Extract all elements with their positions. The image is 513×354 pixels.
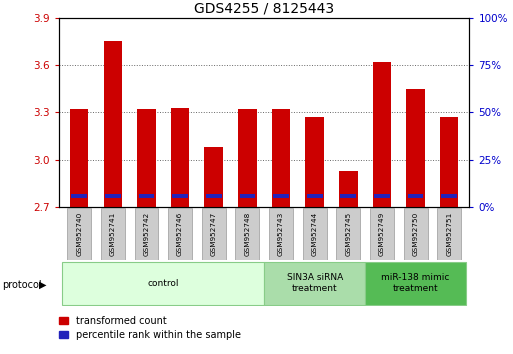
Bar	[134, 207, 159, 260]
Bar	[272, 109, 290, 207]
Bar	[104, 41, 122, 207]
Bar	[374, 194, 390, 198]
Text: miR-138 mimic
treatment: miR-138 mimic treatment	[381, 274, 450, 293]
Bar	[105, 194, 121, 198]
Bar	[238, 109, 256, 207]
Bar	[372, 62, 391, 207]
Text: GSM952744: GSM952744	[312, 211, 318, 256]
Text: GSM952751: GSM952751	[446, 211, 452, 256]
Title: GDS4255 / 8125443: GDS4255 / 8125443	[194, 1, 334, 15]
Bar	[404, 207, 427, 260]
Bar	[440, 117, 459, 207]
Bar	[441, 194, 457, 198]
Bar	[273, 194, 289, 198]
Bar	[341, 194, 356, 198]
Bar	[337, 207, 360, 260]
Bar	[437, 207, 461, 260]
Bar	[305, 117, 324, 207]
Bar	[408, 194, 423, 198]
Text: GSM952742: GSM952742	[144, 211, 149, 256]
Bar	[101, 207, 125, 260]
Bar	[63, 262, 264, 305]
Text: GSM952745: GSM952745	[345, 211, 351, 256]
Bar	[307, 194, 323, 198]
Bar	[235, 207, 259, 260]
Text: control: control	[148, 279, 179, 288]
Bar	[137, 109, 156, 207]
Text: GSM952749: GSM952749	[379, 211, 385, 256]
Bar	[370, 207, 394, 260]
Text: GSM952748: GSM952748	[244, 211, 250, 256]
Bar	[269, 207, 293, 260]
Bar	[67, 207, 91, 260]
Bar	[71, 194, 87, 198]
Text: GSM952747: GSM952747	[211, 211, 216, 256]
Bar	[303, 207, 327, 260]
Bar	[406, 89, 425, 207]
Text: ▶: ▶	[38, 280, 46, 290]
Bar	[202, 207, 226, 260]
Text: GSM952746: GSM952746	[177, 211, 183, 256]
Bar	[365, 262, 466, 305]
Bar	[240, 194, 255, 198]
Bar	[206, 194, 222, 198]
Text: GSM952741: GSM952741	[110, 211, 116, 256]
Bar	[264, 262, 365, 305]
Text: GSM952743: GSM952743	[278, 211, 284, 256]
Bar	[205, 147, 223, 207]
Text: SIN3A siRNA
treatment: SIN3A siRNA treatment	[287, 274, 343, 293]
Legend: transformed count, percentile rank within the sample: transformed count, percentile rank withi…	[56, 313, 244, 343]
Bar	[168, 207, 192, 260]
Bar	[171, 108, 189, 207]
Bar	[70, 109, 88, 207]
Bar	[339, 171, 358, 207]
Text: GSM952750: GSM952750	[412, 211, 419, 256]
Bar	[139, 194, 154, 198]
Bar	[172, 194, 188, 198]
Text: protocol: protocol	[3, 280, 42, 290]
Text: GSM952740: GSM952740	[76, 211, 82, 256]
